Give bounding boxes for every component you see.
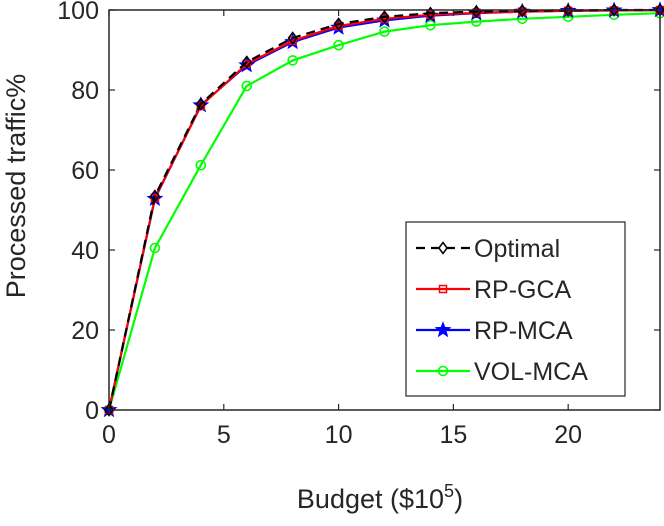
x-tick-label: 15 — [439, 421, 467, 449]
x-axis-label: Budget ($105) — [297, 481, 463, 514]
y-tick-label: 20 — [71, 317, 99, 345]
y-tick-label: 40 — [71, 237, 99, 265]
legend-label: RP-MCA — [474, 317, 573, 345]
x-tick-label: 10 — [325, 421, 353, 449]
y-tick-label: 100 — [57, 0, 99, 25]
x-tick-label: 20 — [554, 421, 582, 449]
y-axis-label: Processed traffic% — [1, 74, 31, 299]
y-tick-label: 0 — [85, 397, 99, 425]
legend-label: Optimal — [474, 235, 560, 263]
legend-label: VOL-MCA — [474, 358, 588, 386]
y-tick-label: 80 — [71, 77, 99, 105]
x-tick-label: 5 — [217, 421, 231, 449]
x-tick-label: 0 — [102, 421, 116, 449]
legend-label: RP-GCA — [474, 276, 572, 304]
legend: Optimal RP-GCA RP-MCA VOL-MCA — [406, 222, 625, 396]
y-tick-label: 60 — [71, 157, 99, 185]
